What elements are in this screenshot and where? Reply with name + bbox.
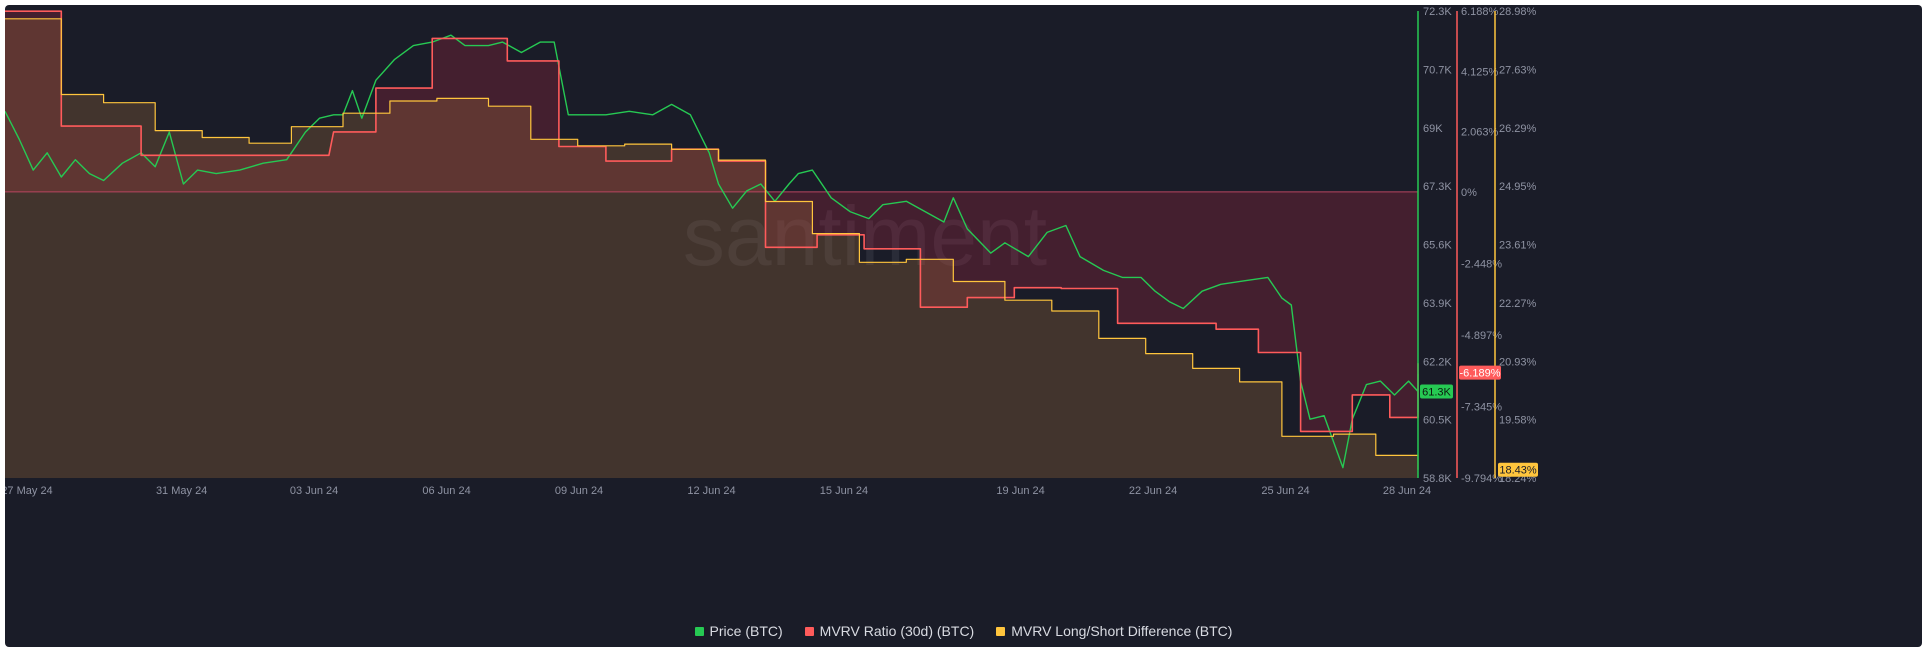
badge-value-ls: 18.43% xyxy=(1499,465,1537,477)
legend-label-ls: MVRV Long/Short Difference (BTC) xyxy=(1011,623,1233,639)
x-tick-label: 22 Jun 24 xyxy=(1129,485,1177,497)
x-tick-label: 03 Jun 24 xyxy=(290,485,338,497)
watermark: santiment xyxy=(683,189,1047,283)
x-tick-label: 31 May 24 xyxy=(156,485,207,497)
series-line-price xyxy=(5,34,1419,469)
axis-tick-ls: 24.95% xyxy=(1499,181,1537,193)
legend-swatch-mvrv xyxy=(804,626,814,636)
x-tick-label: 09 Jun 24 xyxy=(555,485,603,497)
axis-tick-price: 60.5K xyxy=(1423,415,1452,427)
series-line-mvrv xyxy=(5,10,1419,433)
axis-tick-price: 65.6K xyxy=(1423,240,1452,252)
axis-tick-mvrv: 0% xyxy=(1461,187,1477,199)
chart-legend: Price (BTC) MVRV Ratio (30d) (BTC) MVRV … xyxy=(5,623,1922,639)
x-tick-label: 27 May 24 xyxy=(5,485,53,497)
axis-tick-price: 72.3K xyxy=(1423,6,1452,18)
axis-tick-ls: 22.27% xyxy=(1499,298,1537,310)
axis-tick-ls: 28.98% xyxy=(1499,6,1537,18)
axis-tick-mvrv: -9.794% xyxy=(1461,473,1502,485)
axis-tick-price: 70.7K xyxy=(1423,64,1452,76)
badge-value-price: 61.3K xyxy=(1422,387,1451,399)
chart-svg: santiment 72.3K 70.7K 69K 67.3K 65.6K 63.9K 62… xyxy=(5,6,1538,497)
legend-label-mvrv: MVRV Ratio (30d) (BTC) xyxy=(819,623,975,639)
series-line-ls xyxy=(5,18,1419,470)
ls-area xyxy=(5,18,1418,479)
badge-bg-price xyxy=(1420,384,1453,399)
axis-tick-mvrv: 2.063% xyxy=(1461,127,1499,139)
axis-tick-price: 58.8K xyxy=(1423,473,1452,485)
axis-tick-mvrv: -4.897% xyxy=(1461,330,1502,342)
axis-tick-price: 62.2K xyxy=(1423,356,1452,368)
axis-tick-ls: 23.61% xyxy=(1499,240,1537,252)
legend-item-price[interactable]: Price (BTC) xyxy=(694,623,783,639)
x-tick-label: 25 Jun 24 xyxy=(1261,485,1309,497)
axis-tick-ls: 26.29% xyxy=(1499,123,1537,135)
axis-tick-ls: 20.93% xyxy=(1499,356,1537,368)
legend-swatch-price xyxy=(694,626,704,636)
legend-label-price: Price (BTC) xyxy=(709,623,783,639)
legend-item-ls[interactable]: MVRV Long/Short Difference (BTC) xyxy=(996,623,1232,639)
axis-tick-price: 67.3K xyxy=(1423,181,1452,193)
axis-tick-ls: 19.58% xyxy=(1499,415,1537,427)
mvrv-area xyxy=(5,11,1418,432)
x-tick-label: 06 Jun 24 xyxy=(422,485,470,497)
axis-tick-mvrv: -7.345% xyxy=(1461,401,1502,413)
badge-bg-mvrv xyxy=(1459,365,1501,380)
axis-tick-mvrv: -2.448% xyxy=(1461,258,1502,270)
chart-panel: santiment 72.3K 70.7K 69K 67.3K 65.6K 63.9K 62… xyxy=(5,5,1922,647)
legend-item-mvrv[interactable]: MVRV Ratio (30d) (BTC) xyxy=(804,623,975,639)
x-tick-label: 19 Jun 24 xyxy=(996,485,1044,497)
legend-swatch-ls xyxy=(996,626,1006,636)
axis-tick-price: 63.9K xyxy=(1423,298,1452,310)
axis-tick-mvrv: 6.188% xyxy=(1461,6,1499,18)
x-tick-label: 28 Jun 24 xyxy=(1383,485,1431,497)
badge-bg-ls xyxy=(1498,462,1538,477)
axis-tick-price: 69K xyxy=(1423,123,1443,135)
x-tick-label: 15 Jun 24 xyxy=(820,485,868,497)
badge-value-mvrv: -6.189% xyxy=(1460,368,1501,380)
x-tick-label: 12 Jun 24 xyxy=(687,485,735,497)
axis-tick-mvrv: 4.125% xyxy=(1461,66,1499,78)
axis-tick-ls: 27.63% xyxy=(1499,64,1537,76)
